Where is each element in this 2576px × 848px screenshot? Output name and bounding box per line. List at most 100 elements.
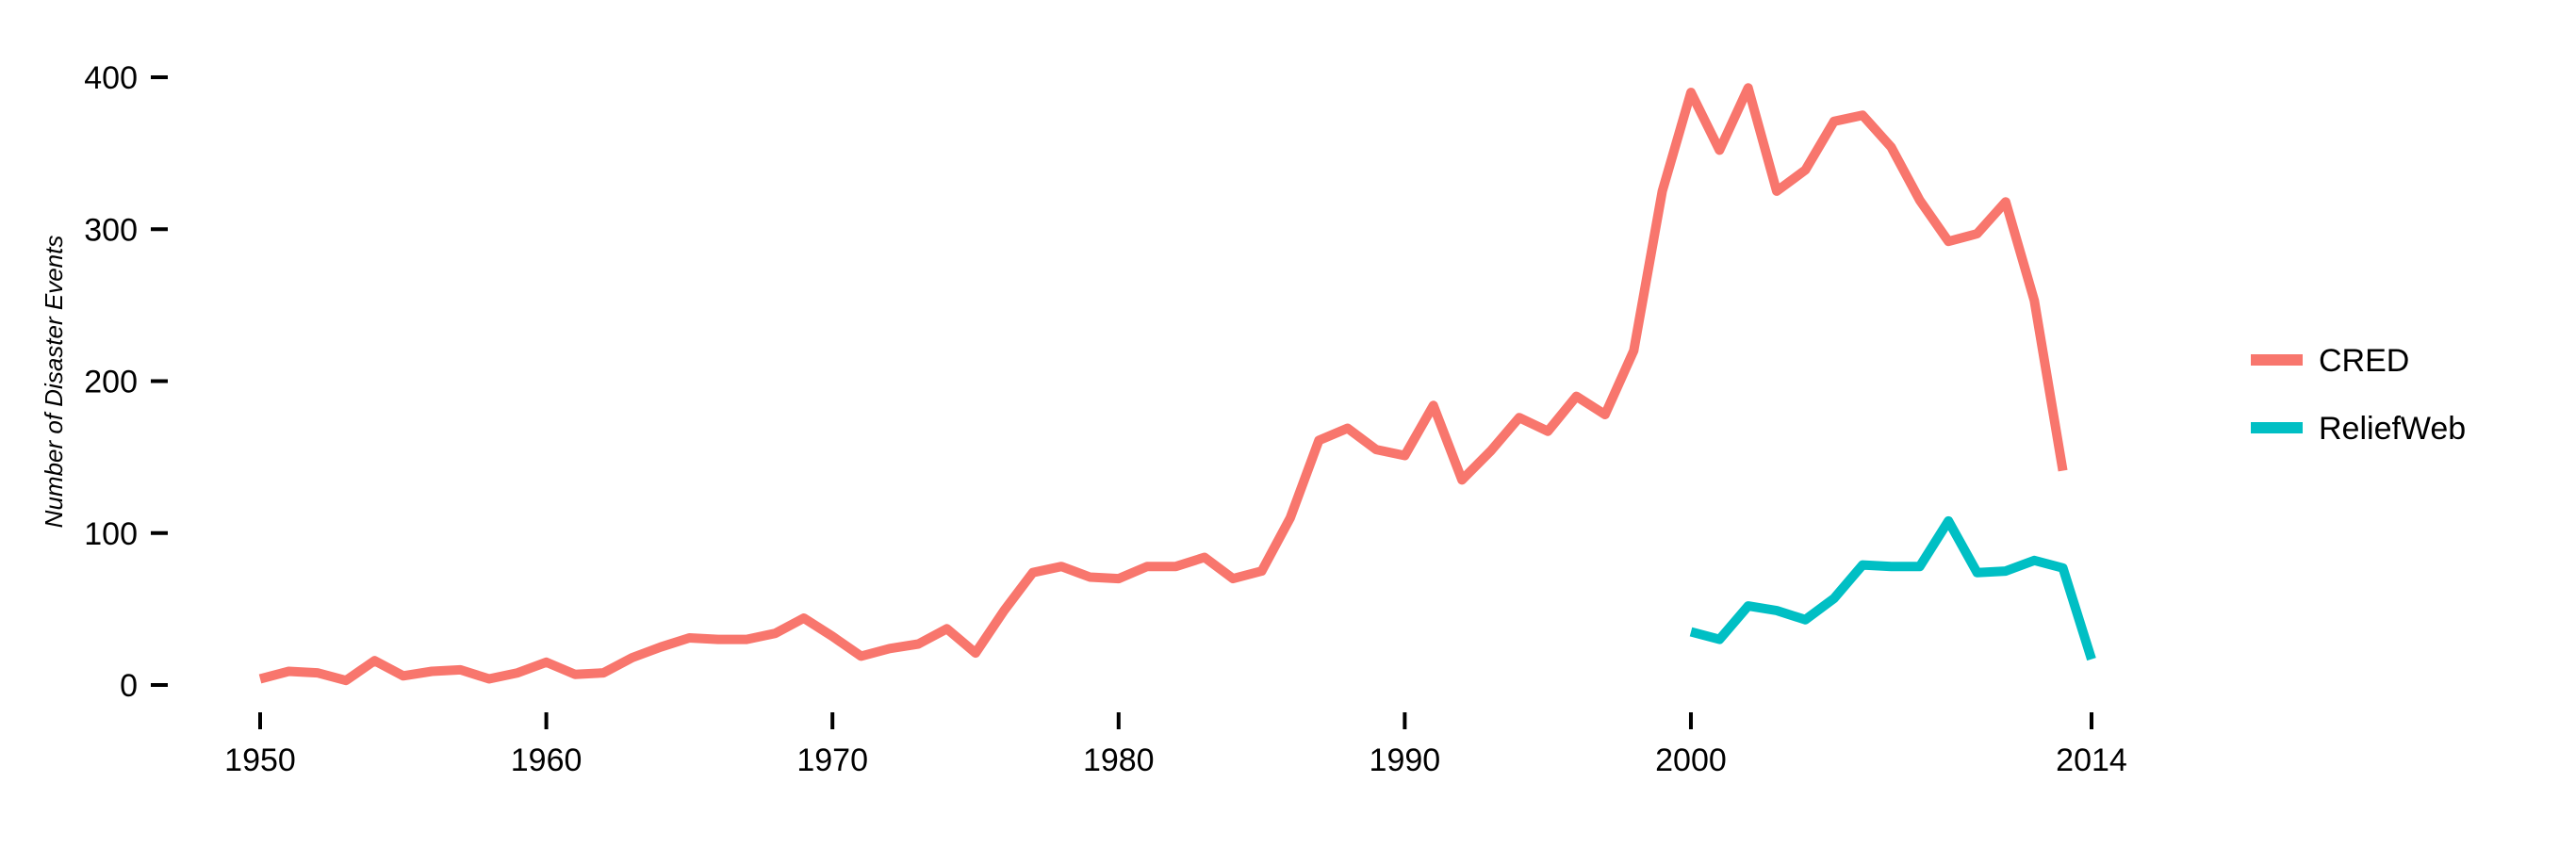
- data-point-cred: [1375, 448, 1377, 450]
- data-point-reliefweb: [1977, 572, 1978, 574]
- y-tick-label: 400: [84, 60, 138, 96]
- data-point-cred: [1403, 455, 1405, 457]
- data-point-cred: [803, 617, 805, 619]
- series-line-cred: [258, 83, 2068, 686]
- data-point-reliefweb: [2033, 560, 2035, 562]
- data-point-reliefweb: [1804, 619, 1806, 621]
- y-axis-title: Number of Disaster Events: [40, 236, 68, 529]
- data-point-reliefweb: [1890, 565, 1892, 567]
- data-point-cred: [460, 669, 462, 671]
- data-point-cred: [1604, 414, 1606, 416]
- data-point-cred: [889, 647, 891, 649]
- data-point-cred: [517, 672, 518, 674]
- data-point-reliefweb: [1833, 597, 1835, 599]
- data-point-cred: [660, 646, 662, 648]
- data-point-cred: [1032, 572, 1034, 574]
- data-point-cred: [2033, 300, 2035, 302]
- data-point-cred: [1547, 431, 1549, 432]
- data-point-reliefweb: [2091, 659, 2092, 660]
- data-point-cred: [345, 679, 347, 681]
- y-tick-label: 300: [84, 212, 138, 248]
- data-point-reliefweb: [1862, 564, 1863, 566]
- data-point-cred: [1890, 146, 1892, 148]
- legend: CRED ReliefWeb: [2251, 343, 2466, 447]
- data-point-cred: [1833, 121, 1835, 122]
- data-point-cred: [1718, 149, 1720, 151]
- data-point-cred: [259, 678, 261, 680]
- data-point-reliefweb: [2062, 567, 2064, 569]
- data-point-cred: [1089, 577, 1091, 579]
- x-tick-label: 1970: [796, 742, 868, 778]
- data-point-cred: [1146, 565, 1148, 567]
- data-point-cred: [287, 670, 289, 672]
- x-tick-label: 1980: [1083, 742, 1155, 778]
- data-point-cred: [1489, 450, 1491, 452]
- data-point-cred: [1862, 114, 1863, 116]
- data-point-cred: [546, 661, 548, 663]
- data-point-cred: [1347, 427, 1349, 429]
- data-point-cred: [488, 678, 490, 680]
- data-point-cred: [1204, 557, 1206, 559]
- legend-label-reliefweb: ReliefWeb: [2319, 411, 2466, 447]
- data-point-cred: [917, 643, 919, 644]
- x-axis: 1950 1960 1970 1980 1990 2000 2014: [224, 712, 2127, 778]
- data-point-cred: [1947, 240, 1949, 242]
- y-tick-label: 0: [120, 668, 138, 704]
- data-point-cred: [1576, 396, 1578, 398]
- y-axis: 0 100 200 300 400: [84, 60, 168, 704]
- x-tick-label: 1990: [1370, 742, 1441, 778]
- data-point-cred: [1461, 479, 1463, 481]
- data-point-cred: [1232, 578, 1234, 579]
- x-tick-label: 2000: [1655, 742, 1727, 778]
- data-point-cred: [1919, 200, 1921, 202]
- data-point-cred: [1175, 565, 1177, 567]
- x-tick-label: 2014: [2056, 742, 2127, 778]
- data-point-cred: [774, 632, 776, 634]
- data-point-cred: [1003, 610, 1005, 612]
- y-tick-label: 100: [84, 516, 138, 552]
- data-point-cred: [975, 652, 976, 654]
- data-point-cred: [831, 635, 833, 637]
- data-point-cred: [373, 660, 375, 661]
- data-point-reliefweb: [1747, 605, 1749, 607]
- data-point-cred: [1804, 169, 1806, 171]
- data-point-reliefweb: [1718, 639, 1720, 641]
- data-point-cred: [1060, 565, 1062, 567]
- series-layer: [258, 83, 2096, 686]
- data-point-cred: [1633, 350, 1634, 351]
- data-point-cred: [861, 655, 862, 657]
- x-tick-label: 1950: [224, 742, 296, 778]
- data-point-cred: [746, 639, 747, 641]
- data-point-cred: [402, 675, 404, 677]
- data-point-cred: [688, 637, 690, 639]
- data-point-reliefweb: [1776, 610, 1778, 612]
- data-point-reliefweb: [1690, 631, 1692, 633]
- data-point-reliefweb: [2005, 570, 2007, 572]
- data-point-cred: [602, 672, 604, 674]
- data-point-reliefweb: [1947, 520, 1949, 522]
- series-line-reliefweb: [1689, 515, 2096, 661]
- data-point-cred: [1776, 190, 1778, 192]
- legend-label-cred: CRED: [2319, 343, 2409, 379]
- data-point-cred: [574, 674, 576, 676]
- data-point-cred: [717, 639, 719, 641]
- data-point-cred: [317, 672, 319, 674]
- data-point-cred: [1690, 91, 1692, 93]
- data-point-cred: [1747, 87, 1749, 89]
- y-tick-label: 200: [84, 365, 138, 400]
- data-point-cred: [1433, 404, 1435, 406]
- data-point-cred: [1318, 439, 1320, 441]
- data-point-cred: [431, 670, 433, 672]
- x-tick-label: 1960: [511, 742, 582, 778]
- data-point-cred: [1261, 570, 1263, 572]
- data-point-cred: [1518, 416, 1520, 418]
- data-point-cred: [632, 657, 633, 659]
- data-point-reliefweb: [1919, 565, 1921, 567]
- data-point-cred: [1662, 190, 1664, 192]
- data-point-cred: [1977, 233, 1978, 235]
- data-point-cred: [1118, 578, 1120, 579]
- data-point-cred: [946, 628, 948, 629]
- data-point-cred: [2062, 470, 2064, 472]
- data-point-cred: [1289, 517, 1291, 519]
